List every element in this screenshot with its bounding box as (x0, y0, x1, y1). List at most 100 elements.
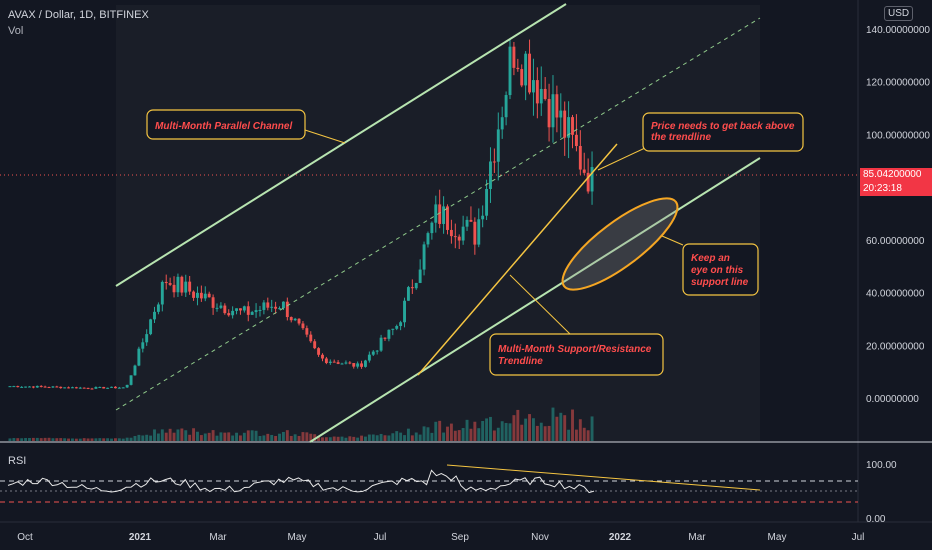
volume-bar (254, 430, 258, 441)
candle-body (242, 306, 246, 311)
candle-body (426, 233, 430, 245)
candle-body (512, 46, 516, 68)
volume-bar (457, 430, 461, 441)
candle-body (153, 311, 156, 320)
candle-body (406, 287, 410, 301)
volume-bar (192, 428, 196, 441)
price-tick-label: 140.00000000 (866, 25, 930, 36)
volume-bar (196, 431, 199, 441)
time-axis[interactable]: Oct 2021 Mar May Jul Sep Nov 2022 Mar May Jul (17, 532, 864, 543)
volume-bar (500, 421, 504, 441)
candle-body (238, 308, 242, 311)
volume-bar (43, 437, 47, 441)
candle-body (285, 301, 289, 318)
volume-bar (28, 437, 31, 441)
candle-body (309, 334, 313, 342)
candle-body (262, 302, 266, 310)
volume-bar (141, 435, 145, 441)
volume-bar (168, 428, 172, 441)
volume-bar (364, 436, 367, 441)
volume-bar (102, 438, 106, 441)
volume-bar (211, 430, 215, 441)
candle-body (418, 269, 422, 283)
candle-body (59, 386, 63, 389)
candle-body (51, 386, 55, 388)
candle-body (110, 386, 113, 388)
candle-body (430, 222, 434, 234)
volume-bar (555, 416, 559, 441)
volume-bar (481, 420, 485, 441)
candle-body (176, 276, 180, 293)
symbol-title[interactable]: AVAX / Dollar, 1D, BITFINEX (8, 9, 149, 21)
time-tick-label: Mar (688, 532, 706, 543)
candle-body (289, 317, 293, 321)
candle-body (356, 363, 360, 367)
candle-body (547, 99, 551, 128)
volume-bar (82, 438, 86, 441)
candle-body (47, 387, 51, 389)
volume-bar (215, 435, 219, 441)
volume-bar (305, 432, 309, 441)
volume-bar (426, 427, 430, 441)
volume-bar (16, 438, 20, 441)
candle-body (274, 306, 278, 309)
volume-bar (55, 438, 59, 441)
candle-body (321, 354, 324, 359)
time-tick-label: Sep (451, 532, 469, 543)
candle-body (489, 161, 492, 189)
volume-bar (387, 435, 391, 441)
callout-trendline-above[interactable]: Price needs to get back above the trendl… (642, 112, 804, 152)
volume-bar (63, 438, 67, 441)
candle-body (516, 67, 520, 70)
candle-body (281, 301, 285, 309)
candle-body (485, 188, 489, 216)
volume-bar (461, 428, 465, 441)
candle-body (160, 281, 164, 305)
volume-bar (78, 438, 82, 441)
volume-bar (360, 435, 364, 441)
price-tick-label: 40.00000000 (866, 289, 925, 300)
volume-bar (145, 434, 149, 441)
candle-body (469, 219, 473, 222)
candle-body (438, 204, 442, 224)
candle-body (180, 276, 184, 293)
rsi-label: RSI (8, 455, 27, 467)
candle-body (348, 362, 352, 364)
candle-body (184, 281, 188, 293)
candle-body (403, 300, 406, 323)
time-tick-label: May (288, 532, 307, 543)
candle-body (571, 117, 574, 135)
volume-bar (262, 435, 266, 441)
callout-trendline[interactable]: Multi-Month Support/Resistance Trendline (489, 333, 664, 376)
volume-bar (418, 434, 422, 441)
volume-bar (434, 421, 438, 441)
price-tick-label: 0.00000000 (866, 394, 919, 405)
candle-body (395, 326, 399, 329)
volume-bar (235, 432, 238, 441)
volume-bar (258, 435, 262, 441)
rsi-divergence-line (446, 464, 761, 491)
candle-body (254, 310, 258, 313)
volume-bar (129, 437, 133, 441)
candle-body (446, 206, 449, 230)
volume-bar (348, 436, 352, 441)
volume-bar (227, 432, 231, 441)
volume-bar (531, 418, 535, 441)
candle-body (375, 350, 379, 352)
volume-bar (539, 422, 543, 441)
candle-body (317, 348, 321, 355)
callout-channel[interactable]: Multi-Month Parallel Channel (146, 109, 306, 140)
volume-bar (430, 432, 434, 441)
callout-support-line[interactable]: Keep an eye on this support line (682, 243, 759, 296)
currency-button[interactable]: USD (884, 6, 914, 21)
candle-body (55, 386, 59, 388)
price-axis[interactable]: 140.00000000 120.00000000 100.00000000 60.0… (866, 25, 930, 525)
volume-bar (71, 438, 74, 441)
candle-body (528, 53, 531, 93)
volume-bar (371, 434, 375, 441)
candle-body (63, 387, 67, 389)
candle-body (113, 386, 117, 389)
price-tick-label: 60.00000000 (866, 236, 925, 247)
callout-channel-text: Multi-Month Parallel Channel (155, 121, 292, 132)
